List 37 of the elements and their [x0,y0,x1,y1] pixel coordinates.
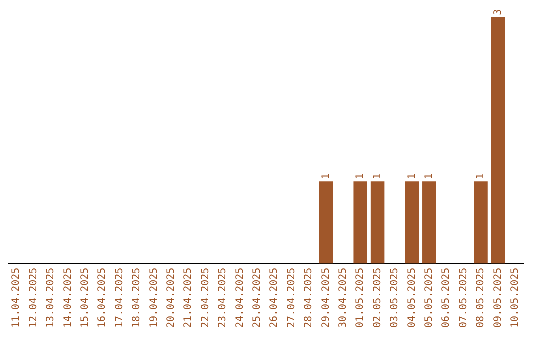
x-tick-label: 14.04.2025 [62,268,74,328]
data-label: 1 [406,174,418,180]
x-tick-label: 13.04.2025 [46,268,57,328]
x-tick-label: 08.05.2025 [476,268,487,328]
x-tick-label: 21.04.2025 [183,268,194,328]
x-tick-label: 10.05.2025 [510,268,521,328]
x-tick-label: 16.04.2025 [97,268,108,328]
x-tick-label: 28.04.2025 [304,268,315,328]
x-tick-label: 26.04.2025 [269,268,280,328]
data-label: 1 [424,174,435,180]
x-tick-label: 11.04.2025 [11,268,22,328]
x-tick-label: 17.04.2025 [114,268,126,328]
data-label: 1 [372,174,384,180]
x-tick-label: 06.05.2025 [441,268,452,328]
data-label: 1 [320,174,332,180]
x-tick-label: 09.05.2025 [492,268,504,328]
x-tick-label: 27.04.2025 [286,268,298,328]
x-tick-label: 07.05.2025 [458,268,470,328]
x-tick-label: 22.04.2025 [200,268,212,328]
x-tick-label: 04.05.2025 [406,268,418,328]
x-tick-label: 05.05.2025 [424,268,435,328]
x-tick-label: 30.04.2025 [338,268,349,328]
data-label: 1 [476,174,487,180]
data-label: 1 [355,174,366,180]
x-tick-label: 02.05.2025 [372,268,384,328]
x-tick-label: 15.04.2025 [80,268,91,328]
x-tick-label: 19.04.2025 [148,268,160,328]
x-tick-label: 18.04.2025 [132,268,143,328]
x-tick-label: 12.04.2025 [28,268,40,328]
x-tick-label: 24.04.2025 [234,268,246,328]
x-tick-label: 25.04.2025 [252,268,263,328]
x-tick-label: 01.05.2025 [355,268,366,328]
x-tick-label: 23.04.2025 [218,268,229,328]
x-tick-label: 03.05.2025 [390,268,401,328]
x-tick-label: 29.04.2025 [320,268,332,328]
x-tick-label: 20.04.2025 [166,268,177,328]
data-label: 3 [492,9,504,16]
